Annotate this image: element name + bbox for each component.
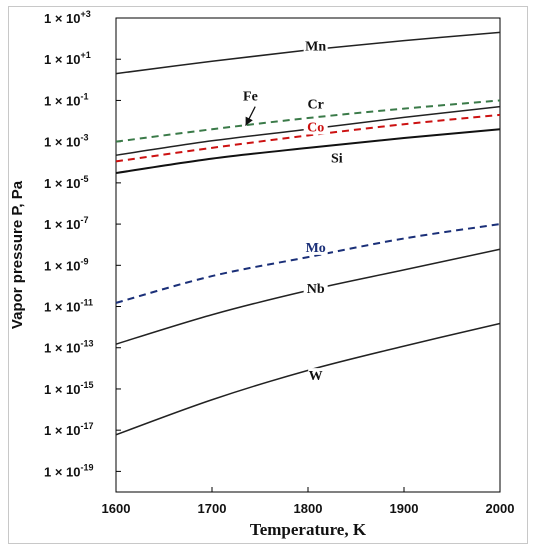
y-tick-label: 1 × 10-15: [44, 380, 94, 397]
series-label-bg: [308, 368, 324, 384]
series-line-w: [115, 322, 501, 436]
series-labels: Mn Cr Fe Co Si Mo Nb W: [238, 38, 349, 384]
chart-frame: [8, 6, 528, 544]
y-tick-label: 1 × 10-19: [44, 462, 94, 479]
series-label-bg: [303, 239, 328, 255]
y-axis-label: Vapor pressure P, Pa: [9, 180, 26, 329]
y-tick-label: 1 × 10-7: [44, 215, 89, 232]
series-line-cr: [115, 99, 501, 143]
fe-arrow-head: [245, 116, 253, 126]
x-axis-ticks: 1600 1700 1800 1900 2000: [102, 487, 515, 516]
x-tick-label: 1700: [198, 501, 227, 516]
x-tick-label: 2000: [486, 501, 515, 516]
series-line-co: [115, 113, 501, 163]
series-label-si: Si: [331, 151, 343, 166]
annotations: [245, 106, 256, 126]
series-label-mo: Mo: [306, 241, 326, 256]
x-tick-label: 1900: [390, 501, 419, 516]
series-label-mn: Mn: [305, 39, 326, 54]
y-tick-label: 1 × 10-11: [44, 298, 93, 315]
series-label-cr: Cr: [308, 98, 324, 113]
y-tick-label: 1 × 10-17: [44, 421, 94, 438]
y-tick-label: 1 × 10-13: [44, 339, 94, 356]
series-label-nb: Nb: [307, 282, 325, 297]
y-axis-ticks: 1 × 10+3 1 × 10+1 1 × 10-1 1 × 10-3 1 × 10-5…: [44, 9, 121, 479]
series-label-bg: [238, 88, 263, 104]
series-label-w: W: [309, 369, 323, 384]
series-label-fe: Fe: [243, 90, 258, 105]
y-tick-label: 1 × 10-9: [44, 256, 89, 273]
series-line-mo: [115, 223, 501, 304]
series-label-bg: [303, 281, 328, 297]
series-line-si: [115, 128, 501, 175]
series-label-co: Co: [307, 120, 324, 135]
y-tick-label: 1 × 10-3: [44, 133, 89, 150]
x-axis-label: Temperature, K: [250, 520, 367, 539]
x-tick-label: 1800: [294, 501, 323, 516]
y-tick-label: 1 × 10-1: [44, 91, 89, 108]
series-label-bg: [303, 38, 328, 54]
series-label-bg: [303, 119, 328, 135]
y-tick-label: 1 × 10+1: [44, 50, 91, 67]
y-tick-label: 1 × 10+3: [44, 9, 91, 26]
x-tick-label: 1600: [102, 501, 131, 516]
series-label-bg: [324, 150, 349, 166]
y-tick-label: 1 × 10-5: [44, 174, 89, 191]
series-label-bg: [303, 96, 328, 112]
